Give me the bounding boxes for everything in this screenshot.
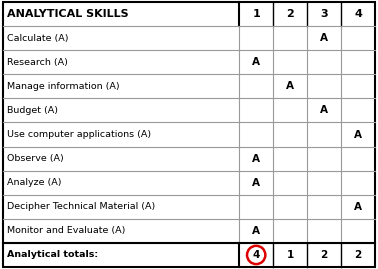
Text: Calculate (A): Calculate (A) xyxy=(7,34,68,43)
Text: 3: 3 xyxy=(320,9,328,19)
Text: A: A xyxy=(252,154,260,164)
Text: Manage information (A): Manage information (A) xyxy=(7,82,119,91)
Text: Observe (A): Observe (A) xyxy=(7,154,64,163)
Text: Analyze (A): Analyze (A) xyxy=(7,178,62,187)
Text: A: A xyxy=(320,105,328,115)
Text: Analytical totals:: Analytical totals: xyxy=(7,250,98,260)
Text: A: A xyxy=(354,202,362,212)
Text: 4: 4 xyxy=(354,9,362,19)
Text: A: A xyxy=(320,33,328,43)
Text: Research (A): Research (A) xyxy=(7,58,68,67)
Text: Budget (A): Budget (A) xyxy=(7,106,58,115)
Text: 2: 2 xyxy=(321,250,328,260)
Text: Decipher Technical Material (A): Decipher Technical Material (A) xyxy=(7,202,155,211)
Text: 4: 4 xyxy=(253,250,260,260)
Text: A: A xyxy=(286,81,294,91)
Text: A: A xyxy=(252,178,260,188)
Text: 1: 1 xyxy=(253,9,260,19)
Text: 1: 1 xyxy=(287,250,294,260)
Text: ANALYTICAL SKILLS: ANALYTICAL SKILLS xyxy=(7,9,129,19)
Text: 2: 2 xyxy=(286,9,294,19)
Text: A: A xyxy=(354,129,362,140)
Text: 2: 2 xyxy=(355,250,362,260)
Text: A: A xyxy=(252,226,260,236)
Text: Use computer applications (A): Use computer applications (A) xyxy=(7,130,151,139)
Text: A: A xyxy=(252,57,260,67)
Text: Monitor and Evaluate (A): Monitor and Evaluate (A) xyxy=(7,226,125,235)
